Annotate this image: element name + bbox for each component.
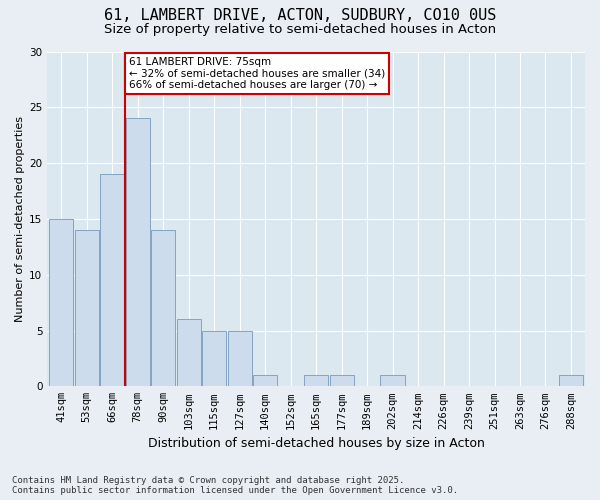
Bar <box>74 230 99 386</box>
Text: 61 LAMBERT DRIVE: 75sqm
← 32% of semi-detached houses are smaller (34)
66% of se: 61 LAMBERT DRIVE: 75sqm ← 32% of semi-de… <box>129 57 385 90</box>
Bar <box>227 330 252 386</box>
Bar <box>202 330 226 386</box>
Bar <box>253 375 277 386</box>
Bar <box>49 219 73 386</box>
Bar <box>304 375 328 386</box>
Bar <box>559 375 583 386</box>
Text: Contains HM Land Registry data © Crown copyright and database right 2025.
Contai: Contains HM Land Registry data © Crown c… <box>12 476 458 495</box>
Bar <box>380 375 404 386</box>
Bar <box>100 174 124 386</box>
Bar <box>125 118 150 386</box>
Bar <box>151 230 175 386</box>
Bar <box>329 375 354 386</box>
Y-axis label: Number of semi-detached properties: Number of semi-detached properties <box>15 116 25 322</box>
Bar <box>176 320 201 386</box>
X-axis label: Distribution of semi-detached houses by size in Acton: Distribution of semi-detached houses by … <box>148 437 485 450</box>
Text: Size of property relative to semi-detached houses in Acton: Size of property relative to semi-detach… <box>104 22 496 36</box>
Text: 61, LAMBERT DRIVE, ACTON, SUDBURY, CO10 0US: 61, LAMBERT DRIVE, ACTON, SUDBURY, CO10 … <box>104 8 496 22</box>
